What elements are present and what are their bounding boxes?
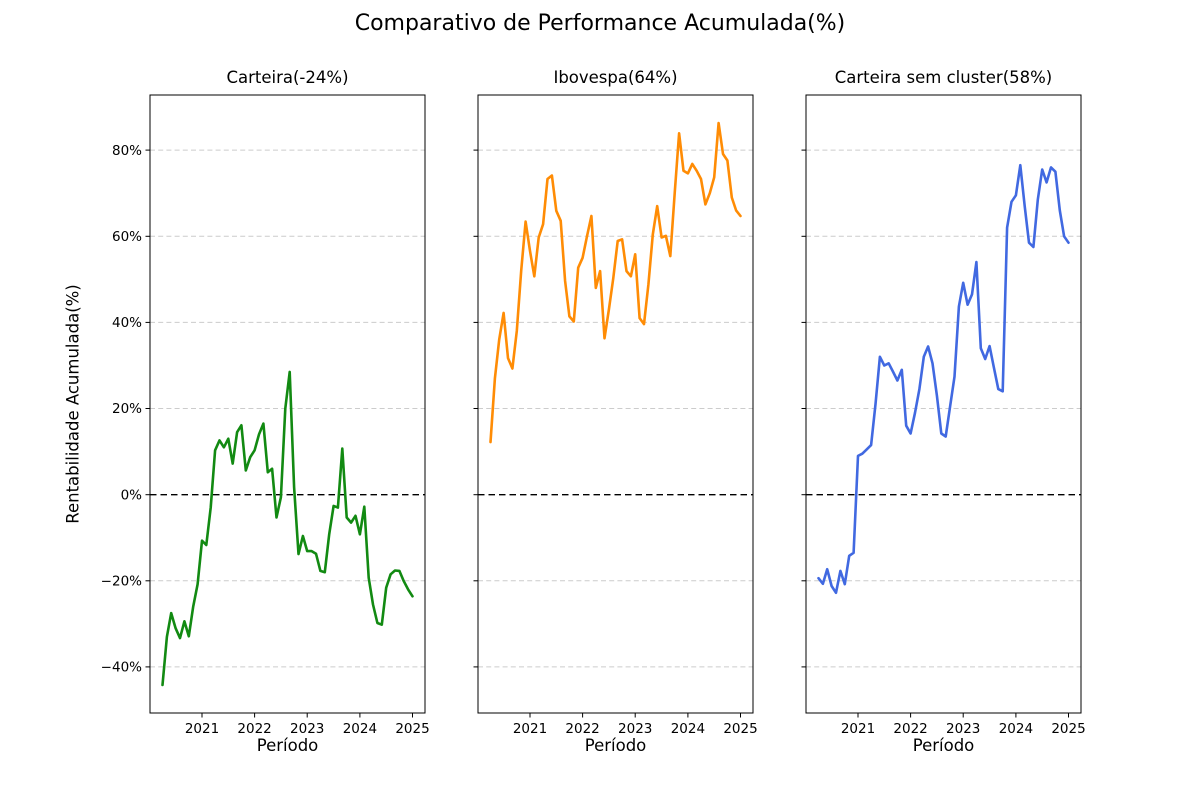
x-tick-label: 2021 [513,721,547,737]
axes-frame [805,94,1082,714]
y-tick-label: 60% [112,229,142,245]
y-tick-label: −40% [101,660,142,676]
x-tick-label: 2021 [841,721,875,737]
x-tick-label: 2025 [723,721,757,737]
x-tick-label: 2022 [565,721,599,737]
x-tick-label: 2023 [946,721,980,737]
x-tick-label: 2022 [893,721,927,737]
x-tick-label: 2021 [185,721,219,737]
series-line-carteira-sem-cluster [817,163,1070,595]
axes-frame [477,94,754,714]
y-tick-label: 20% [112,401,142,417]
x-tick-label: 2025 [395,721,429,737]
y-tick-label: 40% [112,315,142,331]
subplot-title-carteira: Carteira(-24%) [226,68,349,87]
series-line-carteira [161,370,414,687]
y-tick-label: 0% [121,487,143,503]
x-tick-label: 2024 [343,721,377,737]
axes-frame [149,94,426,714]
x-tick-label: 2024 [999,721,1033,737]
series-line-ibovespa [489,121,742,444]
x-axis-label-2: Período [584,736,647,755]
x-tick-label: 2024 [671,721,705,737]
figure-title: Comparativo de Performance Acumulada(%) [354,11,846,36]
x-tick-label: 2023 [290,721,324,737]
x-tick-label: 2023 [618,721,652,737]
x-axis-label-1: Período [256,736,319,755]
subplot-title-ibovespa: Ibovespa(64%) [553,68,678,87]
x-tick-label: 2025 [1051,721,1085,737]
x-axis-label-3: Período [912,736,975,755]
x-tick-label: 2022 [237,721,271,737]
y-tick-label: 80% [112,143,142,159]
subplot-title-carteira-sem-cluster: Carteira sem cluster(58%) [834,68,1053,87]
y-tick-label: −20% [101,574,142,590]
